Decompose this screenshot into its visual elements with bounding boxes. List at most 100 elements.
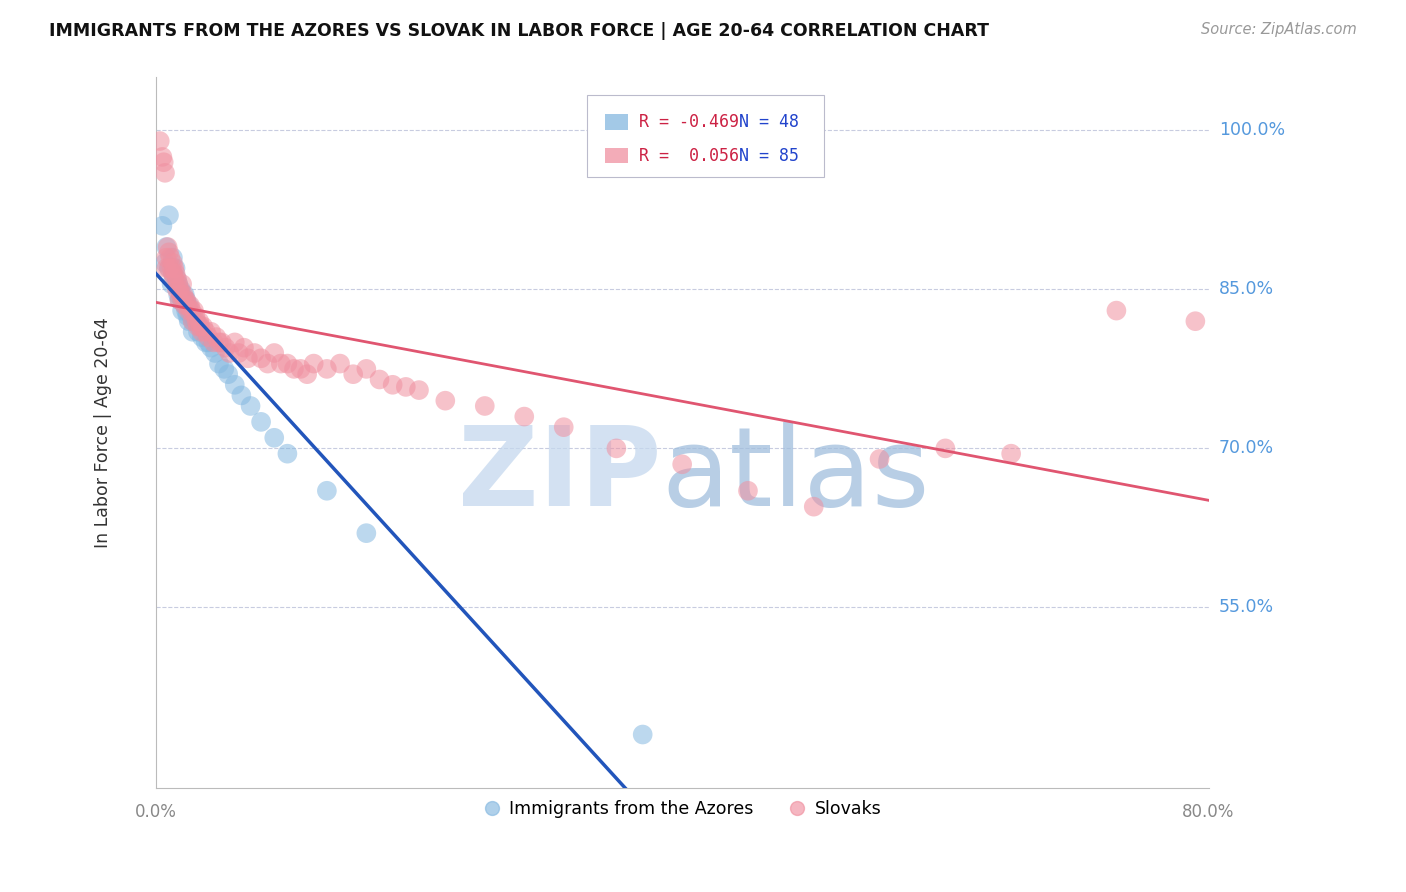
Point: [631, 727, 654, 741]
Point: [250, 351, 273, 366]
Point: [191, 330, 214, 344]
Text: 80.0%: 80.0%: [1182, 804, 1234, 822]
Point: [155, 261, 177, 276]
Point: [172, 287, 194, 301]
Point: [163, 272, 186, 286]
Point: [162, 256, 184, 270]
Point: [194, 325, 217, 339]
Point: [157, 245, 180, 260]
Bar: [606, 148, 628, 163]
Point: [159, 251, 181, 265]
Point: [157, 261, 180, 276]
Point: [160, 261, 183, 276]
Point: [152, 155, 174, 169]
Point: [200, 325, 222, 339]
Bar: [606, 114, 628, 130]
Point: [169, 282, 191, 296]
Point: [167, 277, 190, 292]
Point: [270, 357, 292, 371]
Point: [176, 309, 198, 323]
Point: [1000, 447, 1022, 461]
Point: [212, 362, 235, 376]
Point: [202, 335, 225, 350]
Point: [236, 351, 259, 366]
Point: [174, 293, 197, 307]
Point: [342, 367, 364, 381]
Point: [173, 298, 195, 312]
Legend: Immigrants from the Azores, Slovaks: Immigrants from the Azores, Slovaks: [477, 793, 889, 825]
Point: [1105, 303, 1128, 318]
Point: [180, 303, 202, 318]
Point: [173, 293, 195, 307]
Text: ZIP: ZIP: [458, 422, 661, 529]
Point: [737, 483, 759, 498]
Point: [165, 261, 187, 276]
Point: [172, 303, 194, 318]
Point: [170, 282, 193, 296]
Point: [191, 325, 214, 339]
Point: [224, 335, 246, 350]
Point: [474, 399, 496, 413]
Point: [193, 319, 215, 334]
Point: [934, 442, 956, 456]
Point: [186, 314, 208, 328]
Point: [197, 330, 219, 344]
Point: [188, 314, 211, 328]
Point: [395, 380, 418, 394]
Point: [381, 377, 404, 392]
Point: [250, 415, 273, 429]
Point: [315, 362, 337, 376]
Point: [181, 314, 204, 328]
Point: [187, 325, 209, 339]
Point: [605, 442, 627, 456]
Point: [156, 240, 179, 254]
Point: [194, 335, 217, 350]
Point: [184, 314, 207, 328]
Point: [233, 341, 256, 355]
Text: 55.0%: 55.0%: [1219, 599, 1274, 616]
Text: N = 85: N = 85: [740, 146, 799, 164]
Point: [177, 314, 200, 328]
Point: [205, 330, 228, 344]
Point: [188, 319, 211, 334]
Point: [218, 346, 240, 360]
Text: N = 48: N = 48: [740, 113, 799, 131]
Point: [276, 447, 298, 461]
Point: [153, 166, 176, 180]
Text: In Labor Force | Age 20-64: In Labor Force | Age 20-64: [94, 317, 112, 548]
Point: [200, 341, 222, 355]
Point: [276, 357, 298, 371]
Point: [177, 303, 200, 318]
Point: [1184, 314, 1206, 328]
Point: [228, 346, 250, 360]
Point: [295, 367, 318, 381]
Point: [177, 298, 200, 312]
Point: [167, 287, 190, 301]
Point: [149, 134, 172, 148]
Point: [184, 309, 207, 323]
Text: 100.0%: 100.0%: [1219, 121, 1285, 139]
Point: [173, 298, 195, 312]
Point: [190, 319, 212, 334]
Point: [217, 367, 239, 381]
Point: [169, 293, 191, 307]
Point: [172, 293, 194, 307]
Point: [165, 267, 187, 281]
Point: [174, 293, 197, 307]
Point: [157, 261, 180, 276]
Point: [166, 282, 188, 296]
Point: [173, 287, 195, 301]
Point: [157, 208, 180, 222]
Point: [239, 399, 262, 413]
Point: [283, 362, 305, 376]
Point: [162, 267, 184, 281]
Point: [290, 362, 312, 376]
Point: [163, 261, 186, 276]
Point: [208, 335, 231, 350]
Point: [180, 309, 202, 323]
Point: [208, 357, 231, 371]
Point: [183, 303, 205, 318]
Point: [153, 256, 176, 270]
Point: [869, 452, 891, 467]
Point: [513, 409, 536, 424]
